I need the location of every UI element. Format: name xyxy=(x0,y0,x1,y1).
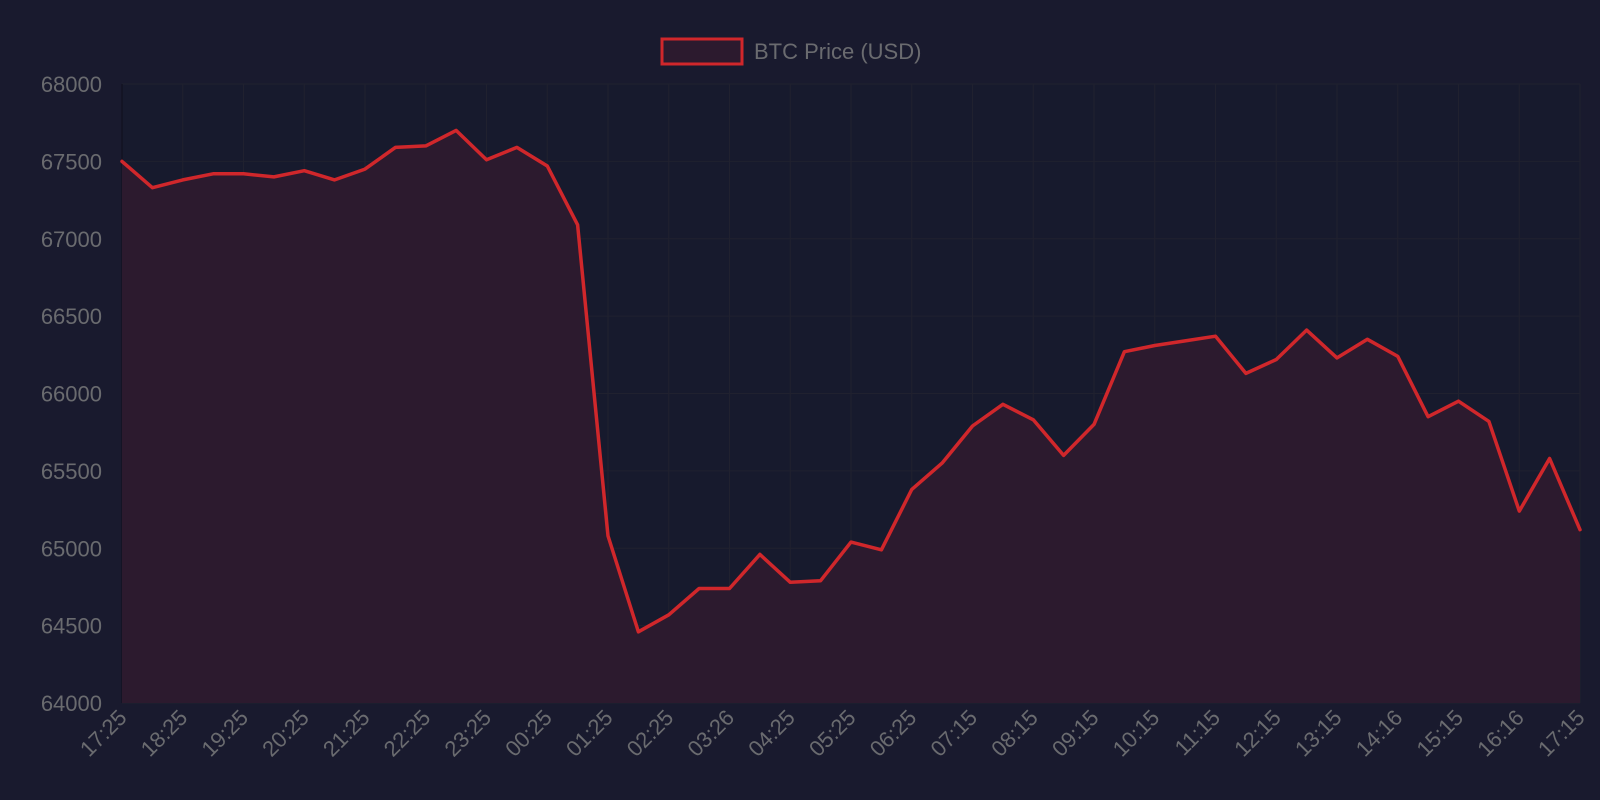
data-point[interactable] xyxy=(664,610,674,620)
data-point[interactable] xyxy=(208,169,218,179)
data-point[interactable] xyxy=(1089,419,1099,429)
data-point[interactable] xyxy=(542,161,552,171)
data-point[interactable] xyxy=(1423,412,1433,422)
data-point[interactable] xyxy=(968,421,978,431)
legend-swatch[interactable] xyxy=(660,37,744,66)
data-point[interactable] xyxy=(785,577,795,587)
series-area-fill xyxy=(122,130,1580,703)
data-point[interactable] xyxy=(907,484,917,494)
data-point[interactable] xyxy=(694,583,704,593)
data-point[interactable] xyxy=(1271,354,1281,364)
data-point[interactable] xyxy=(1362,334,1372,344)
data-point[interactable] xyxy=(178,175,188,185)
data-point[interactable] xyxy=(269,172,279,182)
data-point[interactable] xyxy=(1180,336,1190,346)
data-point[interactable] xyxy=(482,155,492,165)
data-point[interactable] xyxy=(1150,341,1160,351)
data-point[interactable] xyxy=(1241,368,1251,378)
data-point[interactable] xyxy=(816,576,826,586)
data-point[interactable] xyxy=(998,399,1008,409)
data-point[interactable] xyxy=(239,169,249,179)
y-tick-label: 66500 xyxy=(41,304,102,329)
data-point[interactable] xyxy=(1302,325,1312,335)
data-point[interactable] xyxy=(1332,353,1342,363)
y-tick-label: 66000 xyxy=(41,382,102,407)
legend[interactable]: BTC Price (USD) xyxy=(660,37,921,66)
data-point[interactable] xyxy=(1393,351,1403,361)
data-point[interactable] xyxy=(633,627,643,637)
y-tick-label: 67000 xyxy=(41,227,102,252)
data-point[interactable] xyxy=(1545,453,1555,463)
y-tick-label: 65000 xyxy=(41,536,102,561)
y-tick-label: 64500 xyxy=(41,614,102,639)
data-point[interactable] xyxy=(512,142,522,152)
data-point[interactable] xyxy=(330,175,340,185)
data-point[interactable] xyxy=(1484,416,1494,426)
series-line-btc-price[interactable] xyxy=(120,128,1582,634)
data-point[interactable] xyxy=(147,183,157,193)
data-point[interactable] xyxy=(937,458,947,468)
data-point[interactable] xyxy=(421,141,431,151)
data-point[interactable] xyxy=(573,220,583,230)
y-tick-label: 68000 xyxy=(41,72,102,97)
data-point[interactable] xyxy=(1119,347,1129,357)
data-point[interactable] xyxy=(1454,396,1464,406)
data-point[interactable] xyxy=(390,142,400,152)
data-point[interactable] xyxy=(725,583,735,593)
legend-label[interactable]: BTC Price (USD) xyxy=(754,39,921,64)
data-point[interactable] xyxy=(876,545,886,555)
y-tick-label: 67500 xyxy=(41,149,102,174)
data-point[interactable] xyxy=(1514,506,1524,516)
data-point[interactable] xyxy=(299,166,309,176)
data-point[interactable] xyxy=(117,156,127,166)
data-point[interactable] xyxy=(360,164,370,174)
data-point[interactable] xyxy=(1059,450,1069,460)
y-tick-label: 65500 xyxy=(41,459,102,484)
data-point[interactable] xyxy=(1028,415,1038,425)
data-point[interactable] xyxy=(755,549,765,559)
data-point[interactable] xyxy=(1211,331,1221,341)
data-point[interactable] xyxy=(603,531,613,541)
data-point[interactable] xyxy=(451,125,461,135)
y-tick-label: 64000 xyxy=(41,691,102,716)
data-point[interactable] xyxy=(846,537,856,547)
data-point[interactable] xyxy=(1575,525,1585,535)
